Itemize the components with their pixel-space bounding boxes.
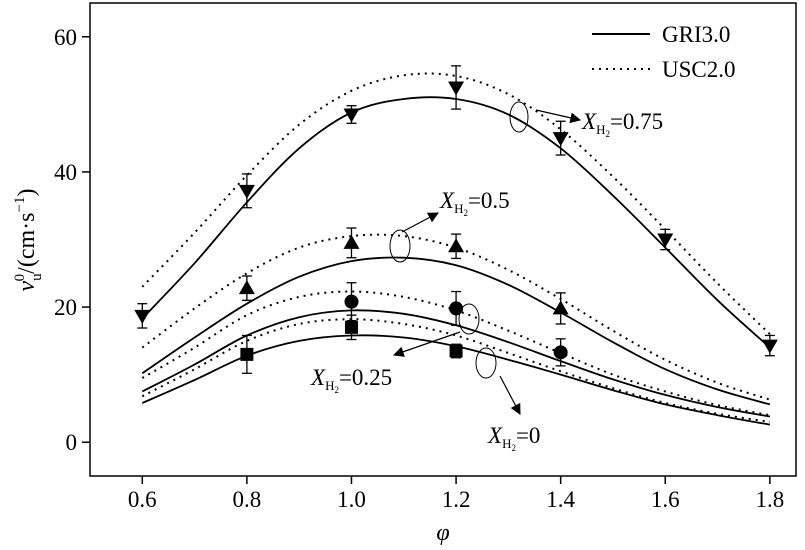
marker-triangle-down (134, 309, 151, 324)
annotation-label: XH2=0.75 (581, 109, 663, 139)
y-tick-label: 0 (66, 430, 78, 455)
marker-triangle-up (238, 280, 255, 295)
annotation-xh2-0: XH2=0 (475, 347, 540, 453)
marker-circle (553, 345, 568, 360)
curve-solid (141, 256, 771, 406)
curve-solid (141, 309, 771, 418)
annotation-ellipse (389, 229, 411, 263)
x-tick-label: 1.0 (337, 487, 366, 512)
marker-circle (449, 301, 464, 316)
legend: GRI3.0 USC2.0 (592, 22, 736, 82)
annotation-label: XH2=0.25 (310, 365, 392, 395)
marker-square (240, 347, 254, 361)
marker-triangle-down (552, 132, 569, 147)
annotation-ellipse (458, 303, 480, 335)
experimental-points (134, 65, 778, 374)
marker-square (449, 344, 463, 358)
annotation-xh2-05: XH2=0.5 (389, 188, 510, 263)
annotation-xh2-075: XH2=0.75 (509, 101, 663, 139)
x-axis-title: φ (436, 520, 449, 546)
y-tick-label: 20 (54, 295, 77, 320)
annotation-arrow (392, 331, 461, 357)
x-tick-label: 1.8 (755, 487, 784, 512)
marker-triangle-up (343, 234, 360, 249)
annotation-label: XH2=0.5 (439, 188, 510, 218)
marker-triangle-up (552, 300, 569, 315)
marker-triangle-down (238, 184, 255, 199)
annotation-xh2-025: XH2=0.25 (310, 303, 480, 395)
annotation-arrow (401, 212, 439, 233)
axis-ticks: 0.6 0.8 1.0 1.2 1.4 1.6 1.8 0 20 40 60 (54, 25, 784, 512)
marker-square (344, 320, 358, 334)
annotation-label: XH2=0 (487, 423, 540, 453)
marker-triangle-down (761, 339, 778, 354)
x-tick-label: 0.8 (233, 487, 262, 512)
x-tick-label: 1.6 (651, 487, 680, 512)
marker-triangle-down (343, 108, 360, 123)
y-axis-title: vu0/(cm·s−1) (12, 189, 45, 292)
marker-triangle-down (657, 233, 674, 248)
annotation-ellipse (509, 101, 529, 133)
marker-circle (344, 294, 359, 309)
annotation-arrow (499, 375, 521, 415)
annotation-arrow (535, 109, 582, 124)
y-tick-label: 40 (54, 160, 77, 185)
x-tick-label: 1.2 (442, 487, 471, 512)
legend-label-usc: USC2.0 (662, 57, 736, 82)
legend-label-gri: GRI3.0 (662, 22, 730, 47)
x-tick-label: 1.4 (546, 487, 575, 512)
marker-triangle-down (448, 81, 465, 96)
x-tick-label: 0.6 (128, 487, 157, 512)
y-tick-label: 60 (54, 25, 77, 50)
annotation-ellipse (475, 347, 497, 379)
marker-triangle-up (448, 238, 465, 253)
plot-frame (89, 2, 797, 477)
